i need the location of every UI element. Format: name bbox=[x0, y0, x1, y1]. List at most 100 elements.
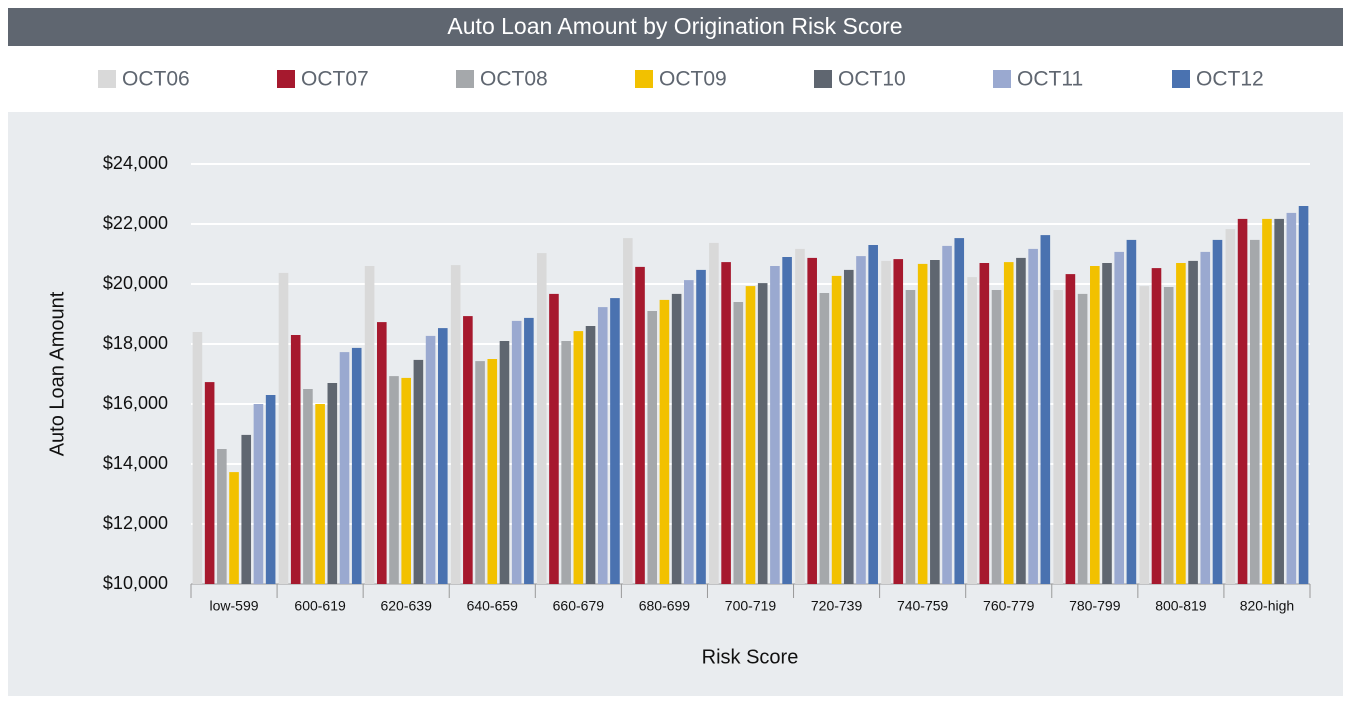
x-tick-label: 800-819 bbox=[1155, 598, 1207, 614]
bar bbox=[1139, 286, 1150, 584]
bar bbox=[843, 269, 854, 584]
bar bbox=[795, 248, 805, 584]
bar bbox=[425, 335, 436, 584]
bar bbox=[511, 320, 522, 584]
y-tick-label: $12,000 bbox=[103, 513, 168, 533]
chart-title: Auto Loan Amount by Origination Risk Sco… bbox=[447, 13, 902, 39]
x-tick-label: 740-759 bbox=[897, 598, 949, 614]
bar bbox=[536, 253, 547, 584]
bar bbox=[561, 341, 571, 584]
bar bbox=[217, 449, 227, 584]
bar bbox=[1286, 212, 1297, 584]
bar bbox=[856, 256, 866, 584]
bar bbox=[647, 311, 658, 584]
bar bbox=[819, 293, 830, 584]
bar bbox=[893, 259, 904, 584]
legend-swatch bbox=[1172, 70, 1190, 88]
legend-swatch bbox=[993, 70, 1011, 88]
bar bbox=[413, 359, 424, 584]
legend-label: OCT07 bbox=[301, 68, 369, 91]
bar bbox=[1114, 251, 1125, 584]
bar bbox=[327, 383, 338, 584]
bar bbox=[376, 322, 387, 584]
bar bbox=[831, 275, 842, 584]
bar bbox=[450, 265, 461, 584]
legend-label: OCT12 bbox=[1196, 68, 1264, 91]
bar bbox=[868, 245, 878, 584]
legend-swatch bbox=[635, 70, 653, 88]
x-tick-label: 600-619 bbox=[294, 598, 346, 614]
legend-label: OCT08 bbox=[480, 68, 548, 91]
bar bbox=[585, 326, 596, 584]
bar bbox=[917, 263, 928, 584]
bar bbox=[253, 404, 264, 584]
x-tick-label: 660-679 bbox=[553, 598, 605, 614]
bar bbox=[684, 280, 694, 584]
bar bbox=[1090, 266, 1100, 584]
bar bbox=[1040, 235, 1051, 584]
legend-label: OCT11 bbox=[1017, 68, 1083, 91]
bar bbox=[1102, 263, 1112, 584]
title-bar bbox=[8, 8, 1343, 46]
y-tick-label: $10,000 bbox=[103, 573, 168, 593]
bar bbox=[954, 238, 965, 584]
y-tick-label: $20,000 bbox=[103, 273, 168, 293]
y-tick-label: $22,000 bbox=[103, 213, 168, 233]
x-tick-label: 700-719 bbox=[725, 598, 777, 614]
bar bbox=[339, 352, 350, 584]
legend-label: OCT10 bbox=[838, 68, 906, 91]
bar bbox=[623, 238, 633, 584]
bar bbox=[782, 257, 792, 584]
bar bbox=[1262, 218, 1272, 584]
bar bbox=[524, 317, 534, 584]
bar bbox=[757, 283, 768, 584]
bar bbox=[401, 377, 411, 584]
legend-swatch bbox=[456, 70, 474, 88]
bar bbox=[709, 242, 719, 584]
bar bbox=[463, 316, 473, 584]
bar bbox=[610, 298, 620, 584]
x-tick-label: 640-659 bbox=[467, 598, 519, 614]
bar bbox=[942, 245, 952, 584]
bar bbox=[1212, 239, 1223, 584]
legend-label: OCT06 bbox=[122, 68, 190, 91]
x-tick-label: 780-799 bbox=[1069, 598, 1121, 614]
bar bbox=[475, 361, 485, 584]
bar bbox=[241, 434, 252, 584]
bar bbox=[733, 302, 744, 584]
bar bbox=[1016, 257, 1026, 584]
bar bbox=[881, 260, 891, 584]
x-tick-label: 620-639 bbox=[380, 598, 432, 614]
y-tick-label: $18,000 bbox=[103, 333, 168, 353]
bar bbox=[967, 277, 977, 584]
bar bbox=[364, 266, 375, 584]
bar bbox=[807, 257, 817, 584]
bar bbox=[487, 359, 498, 584]
bar bbox=[303, 389, 313, 584]
bar bbox=[1028, 248, 1038, 584]
x-tick-label: 680-699 bbox=[639, 598, 691, 614]
bar bbox=[549, 293, 559, 584]
legend-swatch bbox=[814, 70, 832, 88]
bar bbox=[1188, 260, 1198, 584]
bar bbox=[278, 272, 289, 584]
bar bbox=[597, 307, 608, 584]
bar bbox=[351, 347, 362, 584]
bar bbox=[770, 266, 780, 584]
bar bbox=[1163, 287, 1174, 584]
bar bbox=[1065, 274, 1076, 584]
bar bbox=[1176, 263, 1186, 584]
bar bbox=[1225, 229, 1236, 584]
bar bbox=[499, 341, 510, 584]
bar bbox=[905, 290, 916, 584]
bar bbox=[1274, 218, 1284, 584]
y-tick-label: $24,000 bbox=[103, 153, 168, 173]
bar bbox=[1053, 290, 1064, 584]
x-tick-label: low-599 bbox=[210, 598, 259, 614]
bar bbox=[696, 269, 706, 584]
bar bbox=[192, 332, 203, 584]
legend-swatch bbox=[277, 70, 295, 88]
bar bbox=[745, 286, 756, 584]
bar bbox=[265, 395, 276, 584]
bar bbox=[437, 328, 448, 584]
